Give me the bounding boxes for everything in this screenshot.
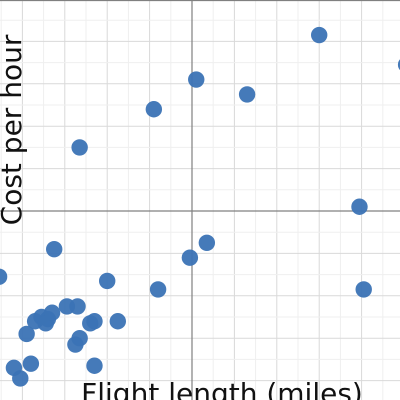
data-point <box>198 234 216 251</box>
data-point <box>46 240 63 258</box>
data-point <box>12 370 29 387</box>
data-point <box>22 355 40 372</box>
data-point <box>355 281 372 298</box>
data-point <box>69 298 86 315</box>
data-point <box>86 313 103 330</box>
data-point <box>18 325 35 343</box>
data-point <box>351 198 368 215</box>
data-point <box>311 26 328 44</box>
x-axis-label: Flight length (miles) <box>81 377 363 400</box>
data-point <box>71 139 88 156</box>
data-point <box>86 357 103 374</box>
data-point <box>397 59 400 71</box>
data-point <box>149 281 167 298</box>
y-axis-label: Cost per hour <box>0 34 28 225</box>
data-point <box>238 86 256 103</box>
data-point <box>188 71 205 88</box>
data-point <box>145 101 163 118</box>
data-point <box>181 249 199 266</box>
data-point <box>43 304 61 321</box>
data-point <box>71 330 88 347</box>
data-point <box>109 313 127 330</box>
data-point <box>99 272 116 290</box>
data-point <box>0 268 8 285</box>
points-layer <box>0 26 400 387</box>
